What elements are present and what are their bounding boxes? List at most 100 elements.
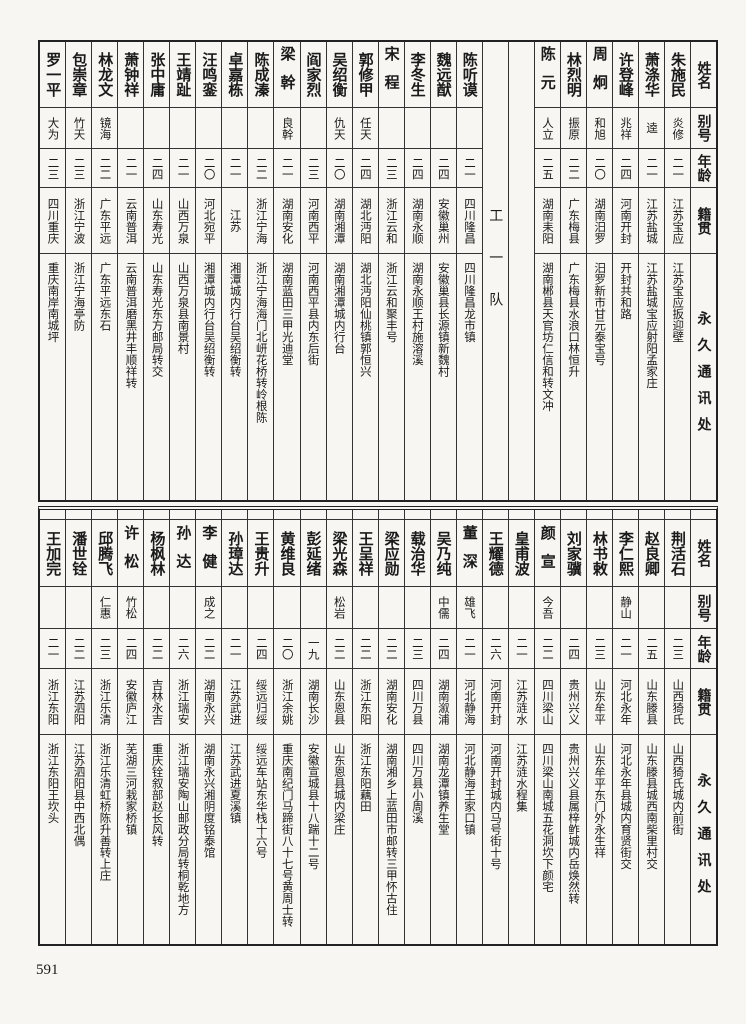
age-text: 二一 xyxy=(228,637,243,660)
cell-native: 江苏武进 xyxy=(222,669,248,735)
cell-name: 梁幹 xyxy=(274,42,300,108)
person-column: 孙璋达 二一 江苏武进 江苏武进夏溪镇 xyxy=(221,510,248,944)
cell-native: 山东恩县 xyxy=(326,669,352,735)
cell-name: 魏远猷 xyxy=(430,42,456,108)
address-text: 湖南郴县天官坊仁信和转文冲 xyxy=(541,262,556,412)
cell-age: 二六 xyxy=(482,629,508,669)
cell-age: 二四 xyxy=(352,149,378,188)
address-text: 江苏盐城宝应射阳孟家庄 xyxy=(645,262,660,389)
cell-address: 江苏宝应扳迎壁 xyxy=(665,254,690,500)
header-native-label: 籍贯 xyxy=(695,687,712,716)
person-column: 萧涤华逵二一 江苏盐城 江苏盐城宝应射阳孟家庄 xyxy=(637,42,664,500)
native-text: 广东平远 xyxy=(98,197,113,244)
age-text: 二二 xyxy=(72,637,87,660)
native-text: 湖南永顺 xyxy=(410,197,425,244)
row-gap xyxy=(508,510,534,520)
cell-native: 浙江余姚 xyxy=(274,669,300,735)
address-text: 四川万县小周溪 xyxy=(410,743,425,824)
person-column: 荆活石 二三 山西猗氏 山西猗氏城内前街 xyxy=(663,510,690,944)
native-text: 江苏泗阳 xyxy=(72,678,87,725)
cell-alias xyxy=(352,587,378,629)
address-text: 湖南湘乡上蓝田市邮转三甲怀古住 xyxy=(384,743,399,916)
cell-alias xyxy=(508,587,534,629)
age-text: 二四 xyxy=(567,637,582,660)
cell-age: 二四 xyxy=(612,149,638,188)
cell-native: 湖南永顺 xyxy=(404,188,430,254)
row-gap xyxy=(300,510,326,520)
person-column: 汪鸣銮 二〇 河北宛平 湘潭城内行台吴绍衡转 xyxy=(195,42,222,500)
age-text: 二二 xyxy=(384,637,399,660)
header-name: 姓名 xyxy=(690,42,716,108)
address-text: 四川梁山南城五花洞坎下颜宅 xyxy=(541,743,556,893)
cell-age: 二四 xyxy=(118,629,144,669)
cell-alias: 静山 xyxy=(612,587,638,629)
address-text: 浙江宁海亭防 xyxy=(72,262,87,331)
person-column: 颜宣 今吾 二二 四川梁山 四川梁山南城五花洞坎下颜宅 xyxy=(533,510,560,944)
cell-address: 广东平远东石 xyxy=(92,254,117,500)
age-text: 二二 xyxy=(332,637,347,660)
cell-native: 四川万县 xyxy=(404,669,430,735)
cell-alias: 任天 xyxy=(352,108,378,149)
person-column: 王呈祥 二二 浙江东阳 浙江东阳藕田 xyxy=(351,510,378,944)
row-gap xyxy=(326,510,352,520)
address-text: 山西猗氏城内前街 xyxy=(671,743,686,835)
cell-alias xyxy=(404,108,430,149)
cell-alias xyxy=(404,587,430,629)
address-text: 芜湖三河栽家桥镇 xyxy=(124,743,139,835)
cell-native: 贵州兴义 xyxy=(560,669,586,735)
cell-age: 二二 xyxy=(352,629,378,669)
cell-alias: 中儒 xyxy=(430,587,456,629)
cell-native: 湖南湘潭 xyxy=(326,188,352,254)
name-text: 魏远猷 xyxy=(434,52,453,97)
cell-name: 皇甫波 xyxy=(508,520,534,587)
cell-native: 江苏宝应 xyxy=(664,188,690,254)
name-text: 梁光森 xyxy=(330,530,349,576)
cell-alias: 成之 xyxy=(196,587,222,629)
alias-text: 兆祥 xyxy=(619,116,634,140)
age-text: 二一 xyxy=(671,156,686,180)
cell-name: 张中庸 xyxy=(144,42,170,108)
row-gap xyxy=(378,510,404,520)
cell-name: 王呈祥 xyxy=(352,520,378,587)
cell-name: 颜宣 xyxy=(534,520,560,587)
cell-native: 四川重庆 xyxy=(40,188,66,254)
age-text: 二〇 xyxy=(332,156,347,180)
name-text: 潘世铨 xyxy=(70,530,89,576)
header-alias: 别号 xyxy=(690,587,716,629)
cell-alias: 逵 xyxy=(638,108,664,149)
address-text: 湘潭城内行台吴绍衡转 xyxy=(228,262,243,377)
row-gap xyxy=(664,510,690,520)
cell-alias: 良幹 xyxy=(274,108,300,149)
cell-name: 荆活石 xyxy=(664,520,690,587)
row-gap xyxy=(430,510,456,520)
cell-address: 浙江东阳藕田 xyxy=(353,735,378,944)
address-text: 云南普洱磨黑井丰顺祥转 xyxy=(124,262,139,389)
header-gap xyxy=(690,510,716,520)
address-text: 重庆南纪门马蹄街八十七号黄周士转 xyxy=(280,743,295,927)
team-label: 工一队 xyxy=(487,208,504,334)
person-column: 王耀德 二六 河南开封 河南开封城内马号街十号 xyxy=(481,510,508,944)
name-text: 许松 xyxy=(122,524,141,582)
address-text: 浙江乐清虹桥陈升善转上庄 xyxy=(98,743,113,881)
cell-age: 二一 xyxy=(456,149,482,188)
cell-native: 山东滕县 xyxy=(638,669,664,735)
address-text: 安徽宣城县十八踹十二号 xyxy=(306,743,321,870)
empty-column xyxy=(507,42,534,500)
cell-alias xyxy=(144,108,170,149)
person-column: 林龙文 镜海 二二 广东平远 广东平远东石 xyxy=(91,42,118,500)
name-text: 李仁熙 xyxy=(616,530,635,576)
header-native: 籍贯 xyxy=(690,188,716,254)
cell-name: 吴绍衡 xyxy=(326,42,352,108)
row-gap xyxy=(66,510,92,520)
cell-address: 湖南龙潭镇养生堂 xyxy=(431,735,456,944)
name-text: 王靖趾 xyxy=(174,52,193,97)
cell-address: 浙江瑞安陶山邮政分局转桐乾地方 xyxy=(170,735,195,944)
name-text: 周炯 xyxy=(590,46,609,103)
name-text: 张中庸 xyxy=(148,52,167,97)
native-text: 湖南安化 xyxy=(280,197,295,244)
age-text: 二一 xyxy=(462,637,477,660)
cell-name: 刘家骥 xyxy=(560,520,586,587)
alias-text: 大为 xyxy=(46,116,61,140)
address-text: 浙江东阳藕田 xyxy=(358,743,373,812)
cell-alias xyxy=(222,587,248,629)
